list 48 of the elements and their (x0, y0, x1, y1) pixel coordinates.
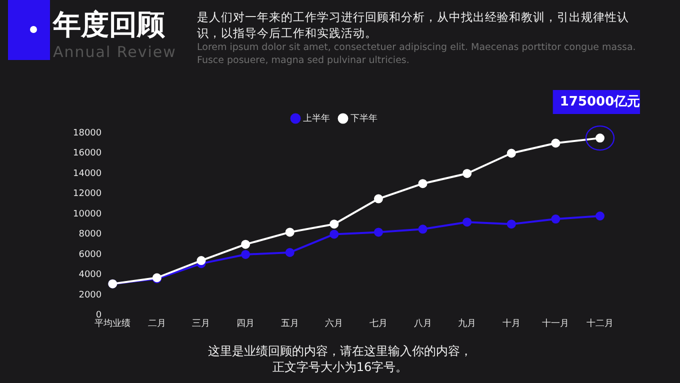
text: Lorem ipsum dolor sit amet, consectetuer adipiscing elit. Maecenas porttitor congue massa. Fusce posuere, magna sed pulvinar ultricies. (197, 41, 637, 67)
point (596, 212, 604, 220)
x-tick-label: 平均业绩 (94, 318, 131, 329)
point (506, 148, 516, 158)
y-tick-label: 6000 (78, 250, 102, 260)
x-tick-label: 四月 (236, 318, 255, 329)
legend-label: 下半年 (350, 112, 378, 124)
point (551, 138, 560, 148)
chart-title: 年度回顾 (53, 8, 165, 42)
x-tick-label: 二月 (148, 318, 166, 329)
text: 正文字号大小为16字号。 (271, 359, 409, 375)
point (462, 218, 472, 227)
point (551, 214, 560, 224)
y-tick-label: 4000 (78, 270, 102, 280)
x-tick-label: 十二月 (586, 318, 614, 329)
y-tick-label: 12000 (72, 189, 102, 200)
point (418, 224, 428, 234)
x-tick-label: 十月 (502, 318, 520, 329)
text: 是人们对一年来的工作学习进行回顾和分析，从中找出经验和教训，引出规律性认识，以指导今后工作和实践活动。 (197, 9, 630, 41)
point (330, 230, 339, 239)
annotation: 175000亿元 (560, 94, 640, 110)
point (374, 194, 383, 204)
x-tick-label: 十一月 (542, 318, 570, 329)
point (196, 256, 206, 266)
y-tick-label: 16000 (72, 148, 102, 159)
x-tick-label: 三月 (192, 318, 210, 329)
x-tick-label: 八月 (414, 318, 432, 329)
y-tick-label: 8000 (78, 230, 102, 240)
y-tick-label: 2000 (78, 290, 102, 300)
point (285, 228, 294, 237)
point (462, 168, 472, 178)
x-tick-label: 九月 (458, 318, 476, 329)
point (418, 179, 428, 188)
chart-subtitle: Annual Review (53, 42, 176, 62)
y-tick-label: 10000 (72, 209, 102, 220)
point (241, 240, 250, 249)
x-tick-label: 六月 (325, 318, 344, 329)
y-tick-label: 14000 (72, 168, 102, 179)
x-tick-label: 五月 (280, 318, 299, 329)
point (330, 220, 339, 229)
legend-label: 上半年 (303, 112, 330, 124)
point (374, 228, 383, 237)
point (506, 220, 516, 229)
point (241, 250, 250, 259)
point (285, 248, 294, 257)
text: 这里是业绩回顾的内容，请在这里输入你的内容， (207, 343, 473, 359)
x-tick-label: 七月 (369, 318, 388, 329)
y-tick-label: 18000 (72, 128, 102, 138)
